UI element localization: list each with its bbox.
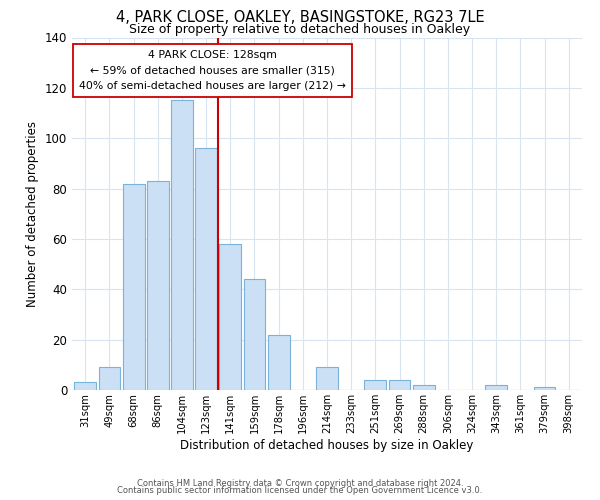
Text: 4 PARK CLOSE: 128sqm
← 59% of detached houses are smaller (315)
40% of semi-deta: 4 PARK CLOSE: 128sqm ← 59% of detached h… — [79, 50, 346, 91]
Y-axis label: Number of detached properties: Number of detached properties — [26, 120, 39, 306]
Bar — [268, 334, 290, 390]
Bar — [171, 100, 193, 390]
Text: 4, PARK CLOSE, OAKLEY, BASINGSTOKE, RG23 7LE: 4, PARK CLOSE, OAKLEY, BASINGSTOKE, RG23… — [116, 10, 484, 25]
Bar — [220, 244, 241, 390]
Bar — [364, 380, 386, 390]
Bar — [316, 368, 338, 390]
Text: Contains HM Land Registry data © Crown copyright and database right 2024.: Contains HM Land Registry data © Crown c… — [137, 478, 463, 488]
Bar — [485, 385, 507, 390]
Bar — [244, 279, 265, 390]
Bar — [195, 148, 217, 390]
Text: Contains public sector information licensed under the Open Government Licence v3: Contains public sector information licen… — [118, 486, 482, 495]
Bar — [98, 368, 121, 390]
Bar — [413, 385, 434, 390]
Bar — [74, 382, 96, 390]
Text: Size of property relative to detached houses in Oakley: Size of property relative to detached ho… — [130, 22, 470, 36]
Bar — [389, 380, 410, 390]
Bar — [123, 184, 145, 390]
Bar — [147, 181, 169, 390]
Bar — [533, 388, 556, 390]
X-axis label: Distribution of detached houses by size in Oakley: Distribution of detached houses by size … — [181, 438, 473, 452]
